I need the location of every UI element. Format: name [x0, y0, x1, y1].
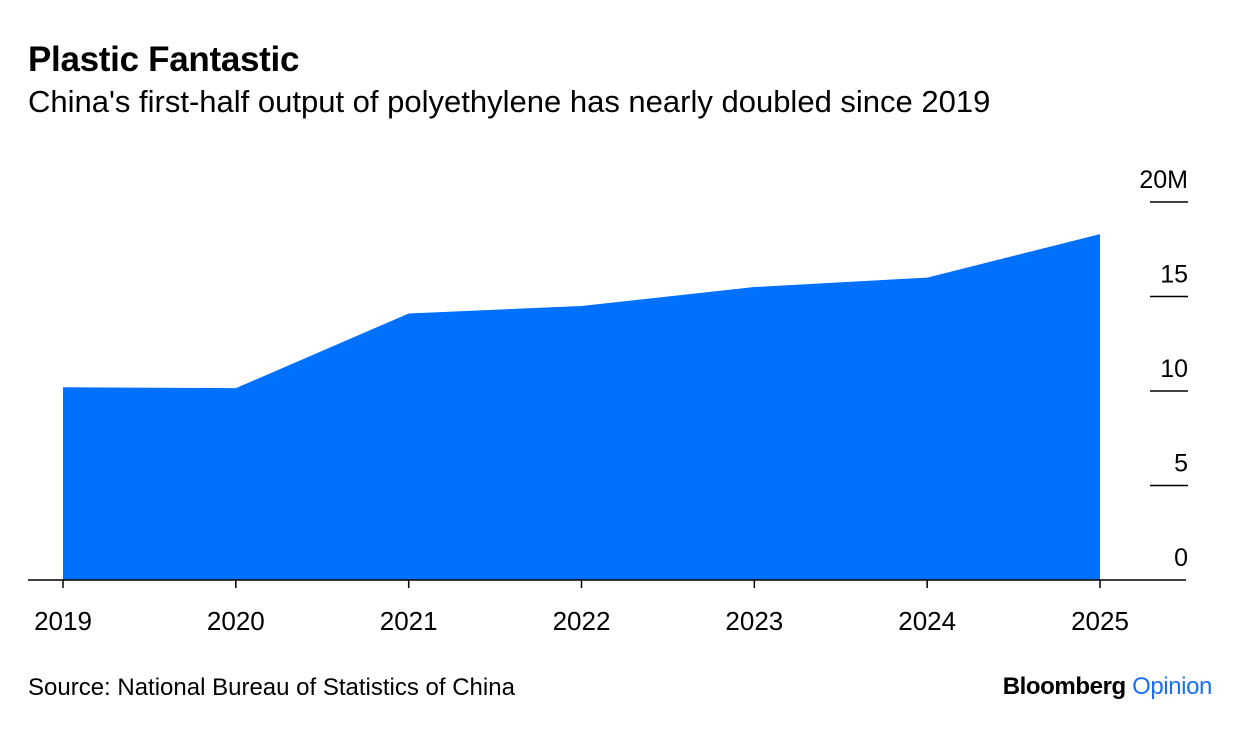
- y-tick-label-10: 10: [1160, 355, 1188, 383]
- x-tick-label-2020: 2020: [207, 606, 265, 636]
- source-note: Source: National Bureau of Statistics of…: [28, 674, 515, 701]
- brand-logo: Bloomberg Opinion: [1002, 673, 1213, 701]
- brand-secondary: Opinion: [1132, 673, 1212, 700]
- x-tick-label-2024: 2024: [898, 606, 956, 636]
- x-tick-label-2021: 2021: [380, 606, 438, 636]
- x-tick-label-2022: 2022: [553, 606, 611, 636]
- brand-primary: Bloomberg: [1002, 673, 1126, 700]
- chart-title: Plastic Fantastic: [28, 40, 300, 79]
- chart-subtitle: China's first-half output of polyethylen…: [28, 84, 991, 119]
- series-area-0: [63, 234, 1100, 580]
- y-tick-label-20: 20M: [1139, 166, 1188, 194]
- y-tick-label-15: 15: [1160, 261, 1188, 289]
- x-tick-label-2023: 2023: [725, 606, 783, 636]
- x-tick-label-2025: 2025: [1071, 606, 1129, 636]
- y-tick-label-5: 5: [1174, 450, 1188, 478]
- x-tick-label-2019: 2019: [34, 606, 92, 636]
- y-tick-label-0: 0: [1174, 544, 1188, 572]
